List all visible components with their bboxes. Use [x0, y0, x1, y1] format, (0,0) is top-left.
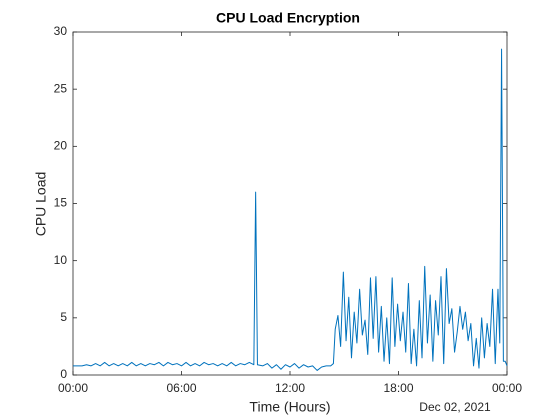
- chart-title: CPU Load Encryption: [216, 10, 360, 26]
- y-tick-label: 25: [54, 81, 68, 95]
- x-tick-label: 18:00: [383, 381, 413, 395]
- x-axis-label: Time (Hours): [249, 399, 330, 415]
- y-tick-label: 30: [54, 24, 68, 38]
- y-tick-label: 0: [60, 367, 67, 381]
- x-tick-label: 12:00: [275, 381, 305, 395]
- y-tick-label: 10: [54, 253, 68, 267]
- x-tick-label: 06:00: [166, 381, 196, 395]
- plot-box: [72, 31, 508, 376]
- y-tick-label: 20: [54, 139, 68, 153]
- data-line: [73, 48, 508, 371]
- y-tick-label: 5: [60, 310, 67, 324]
- y-tick-label: 15: [54, 196, 68, 210]
- date-label: Dec 02, 2021: [419, 400, 491, 414]
- x-tick-label: 00:00: [492, 381, 522, 395]
- x-tick-label: 00:00: [58, 381, 88, 395]
- y-axis-label: CPU Load: [33, 172, 49, 237]
